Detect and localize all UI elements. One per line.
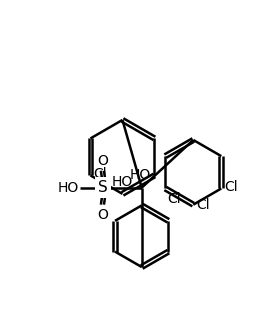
Text: HO: HO — [57, 181, 79, 195]
Text: HO: HO — [112, 175, 133, 189]
Text: HO: HO — [129, 168, 151, 182]
Text: O: O — [97, 154, 108, 168]
Text: Cl: Cl — [224, 180, 238, 194]
Text: Cl: Cl — [93, 167, 107, 181]
Text: S: S — [98, 180, 108, 195]
Text: Cl: Cl — [196, 198, 210, 212]
Text: Cl: Cl — [167, 192, 180, 206]
Text: O: O — [97, 208, 108, 222]
